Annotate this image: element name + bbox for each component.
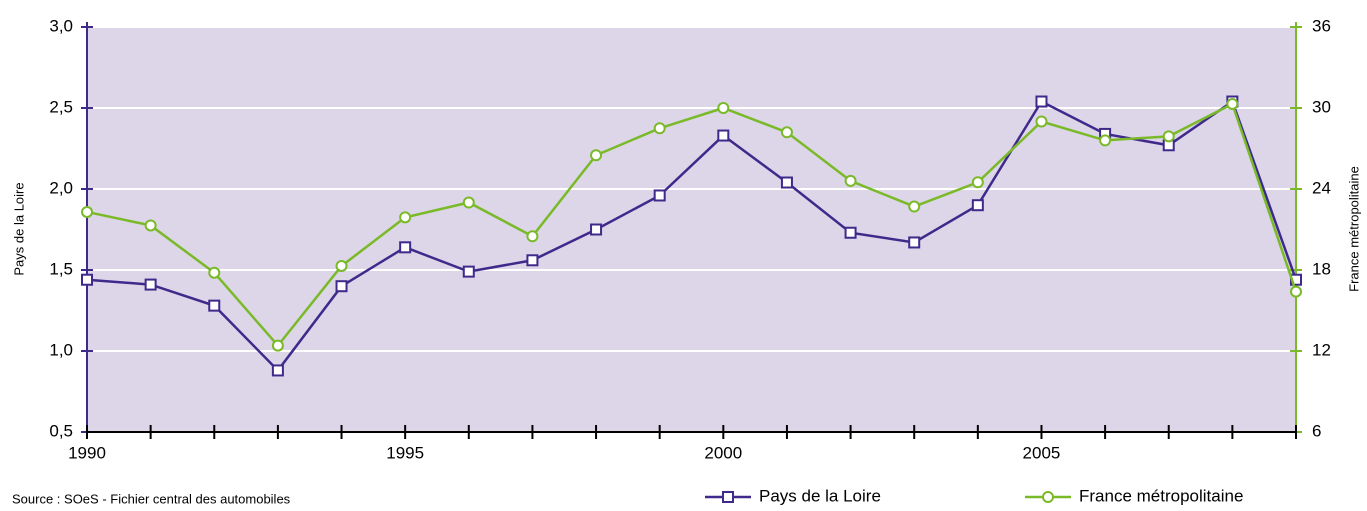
- y2-tick-label: 30: [1312, 97, 1331, 116]
- x-tick-label: 2000: [704, 443, 742, 462]
- source-note: Source : SOeS - Fichier central des auto…: [12, 491, 291, 506]
- marker: [526, 254, 539, 267]
- marker: [908, 236, 921, 249]
- y2-tick-label: 12: [1312, 340, 1331, 359]
- x-tick-label: 1990: [68, 443, 106, 462]
- legend-label: Pays de la Loire: [759, 486, 881, 505]
- marker: [144, 278, 157, 291]
- y2-tick-label: 6: [1312, 421, 1321, 440]
- marker: [590, 149, 603, 162]
- plot-area: [87, 27, 1296, 432]
- y2-tick-label: 36: [1312, 16, 1331, 35]
- series-line: [86, 99, 1298, 373]
- y-tick-label: 0,5: [49, 421, 73, 440]
- y-tick-label: 2,5: [49, 97, 73, 116]
- y2-axis-title: France métropolitaine: [1346, 166, 1361, 292]
- marker: [1099, 134, 1112, 147]
- y-tick-label: 1,5: [49, 259, 73, 278]
- x-tick-label: 2005: [1023, 443, 1061, 462]
- marker: [1226, 97, 1239, 110]
- marker: [81, 273, 93, 286]
- y2-tick-label: 24: [1312, 178, 1331, 197]
- marker: [1162, 130, 1175, 143]
- y-axis-title: Pays de la Loire: [11, 182, 26, 275]
- marker: [208, 266, 221, 279]
- y2-tick-label: 18: [1312, 259, 1331, 278]
- marker: [780, 126, 793, 139]
- marker: [653, 122, 666, 135]
- marker: [335, 280, 348, 293]
- marker: [844, 174, 857, 187]
- marker: [399, 211, 412, 224]
- marker: [144, 219, 157, 232]
- series-line: [86, 102, 1298, 348]
- marker: [1290, 285, 1302, 298]
- marker: [717, 129, 730, 142]
- marker: [1035, 95, 1048, 108]
- legend-marker: [722, 491, 734, 503]
- marker: [208, 299, 221, 312]
- x-tick-label: 1995: [386, 443, 424, 462]
- y-tick-label: 3,0: [49, 16, 73, 35]
- marker: [271, 339, 284, 352]
- marker: [1035, 115, 1048, 128]
- marker: [780, 176, 793, 189]
- marker: [908, 200, 921, 213]
- marker: [844, 226, 857, 239]
- y-tick-label: 1,0: [49, 340, 73, 359]
- marker: [971, 199, 984, 212]
- marker: [971, 176, 984, 189]
- marker: [399, 241, 412, 254]
- y-tick-label: 2,0: [49, 178, 73, 197]
- marker: [526, 230, 539, 243]
- marker: [717, 102, 730, 114]
- marker: [653, 189, 666, 202]
- marker: [271, 364, 284, 377]
- marker: [590, 223, 603, 236]
- legend-label: France métropolitaine: [1079, 486, 1243, 505]
- marker: [335, 259, 348, 272]
- legend-marker: [1042, 491, 1054, 503]
- marker: [81, 205, 93, 218]
- marker: [462, 196, 475, 209]
- marker: [462, 265, 475, 278]
